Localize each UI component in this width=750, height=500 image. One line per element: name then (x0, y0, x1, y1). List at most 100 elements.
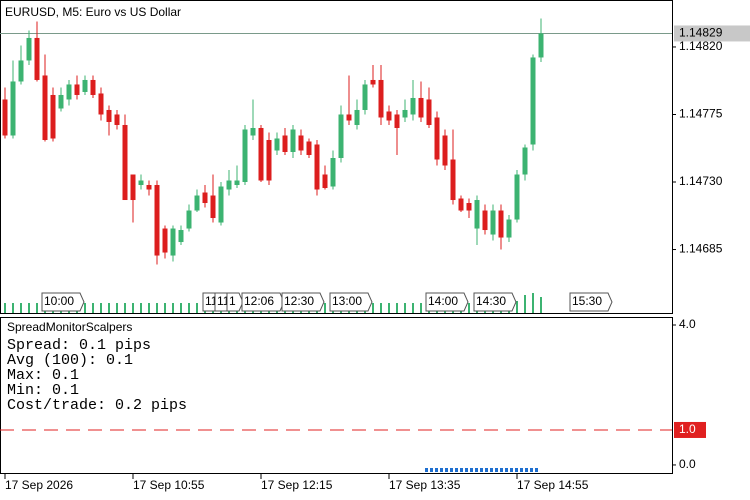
candle-body (82, 79, 88, 92)
volume-bar (420, 303, 422, 313)
candle-body (314, 144, 320, 190)
candle-body (538, 33, 544, 58)
candle-body (50, 94, 56, 139)
candle-body (146, 185, 152, 190)
candle-body (98, 93, 104, 115)
volume-bar (156, 303, 158, 313)
volume-bar (36, 303, 38, 313)
y-tick-label: 1.14775 (679, 107, 723, 121)
candle-body (298, 135, 304, 151)
x-tick-label: 17 Sep 14:55 (517, 478, 589, 492)
candle-body (402, 109, 408, 118)
candle-body (42, 75, 48, 140)
candle-body (330, 158, 336, 187)
y-tick-label: 1.14685 (679, 242, 723, 256)
volume-bar (380, 303, 382, 313)
volume-bar (516, 301, 518, 313)
volume-bar (12, 303, 14, 313)
volume-bar (132, 303, 134, 313)
candle-body (34, 37, 40, 80)
level-label: 1.0 (679, 422, 696, 436)
volume-bar (412, 303, 414, 313)
candle-body (338, 114, 344, 159)
candle-body (130, 174, 136, 201)
candle-body (498, 210, 504, 238)
vline-label-box (281, 292, 325, 312)
vline-label-box (41, 292, 85, 312)
volume-bar (4, 303, 6, 313)
x-tick-label: 17 Sep 13:35 (389, 478, 461, 492)
vline-label: 14:30 (476, 294, 506, 308)
vline-label: 12:06 (244, 294, 274, 308)
candle-body (346, 114, 352, 121)
current-price-label: 1.14829 (679, 26, 723, 40)
vline-label-box (425, 292, 469, 312)
volume-bar (180, 303, 182, 313)
candle-body (362, 84, 368, 110)
vline-label: 12:30 (284, 294, 314, 308)
volume-bar (116, 303, 118, 313)
candle-body (274, 138, 280, 151)
volume-bar (148, 303, 150, 313)
sub-frame (0, 317, 673, 474)
candle-body (178, 230, 184, 243)
volume-bar (108, 303, 110, 313)
candle-body (522, 147, 528, 175)
candle-body (66, 84, 72, 100)
volume-bar (324, 303, 326, 313)
x-tick-label: 17 Sep 10:55 (133, 478, 205, 492)
candle-body (434, 117, 440, 160)
candle-body (410, 97, 416, 115)
candle-body (354, 109, 360, 125)
candle-body (474, 200, 480, 229)
indicator-line: Min: 0.1 (7, 382, 79, 399)
vline-label: 13:00 (332, 294, 362, 308)
candle-body (418, 97, 424, 118)
candle-body (170, 228, 176, 256)
candle-body (106, 109, 112, 122)
candle-body (90, 79, 96, 95)
vline-label: 15:30 (572, 294, 602, 308)
y-tick-label: 1.14820 (679, 39, 723, 53)
volume-bar (468, 303, 470, 313)
candle-body (514, 174, 520, 220)
candle-body (18, 60, 24, 82)
vline-label: 14:00 (428, 294, 458, 308)
candle-body (426, 99, 432, 125)
candle-body (450, 159, 456, 201)
vline-label-box (226, 292, 244, 312)
candle-body (378, 79, 384, 118)
candle-body (218, 186, 224, 223)
sub-y-tick-label: 0.0 (679, 457, 696, 471)
volume-bar (196, 303, 198, 313)
candle-body (250, 127, 256, 136)
candle-body (394, 114, 400, 128)
candle-body (10, 81, 16, 136)
candle-body (282, 135, 288, 152)
volume-bar (388, 303, 390, 313)
candle-body (26, 37, 32, 61)
volume-bar (404, 303, 406, 313)
candle-body (186, 210, 192, 229)
volume-bar (540, 297, 542, 313)
indicator-line: Cost/trade: 0.2 pips (7, 397, 187, 414)
candle-body (242, 129, 248, 183)
candle-body (322, 174, 328, 189)
volume-bar (124, 303, 126, 313)
vline-label: 1 (229, 294, 236, 308)
volume-bar (172, 303, 174, 313)
candle-body (138, 180, 144, 186)
candle-body (458, 198, 464, 211)
level-box (674, 421, 706, 438)
candle-body (226, 180, 232, 190)
volume-bar (100, 303, 102, 313)
candle-body (386, 111, 392, 121)
candle-body (58, 94, 64, 109)
vline-label-box (473, 292, 517, 312)
candle-body (442, 135, 448, 166)
volume-bar (140, 303, 142, 313)
candle-body (234, 180, 240, 186)
chart-title: EURUSD, M5: Euro vs US Dollar (5, 5, 181, 19)
x-tick-label: 17 Sep 2026 (5, 478, 73, 492)
